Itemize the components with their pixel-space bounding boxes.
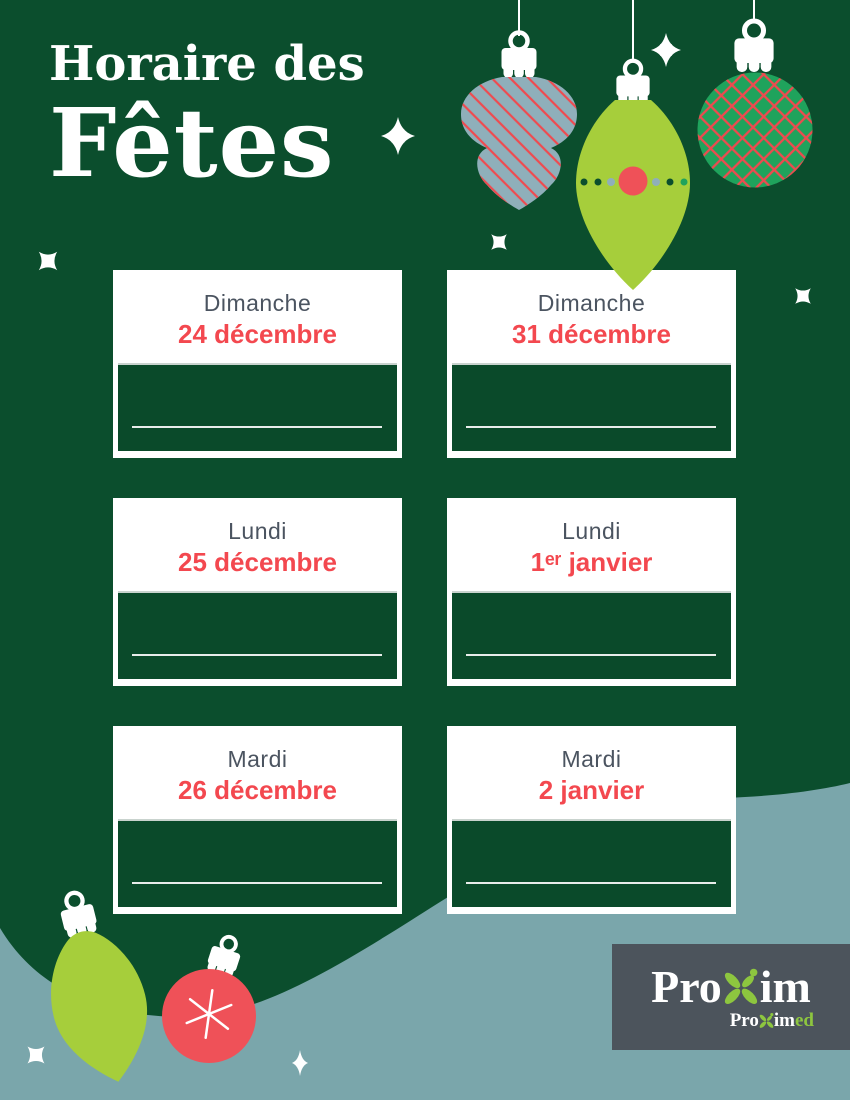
card-day-label: Dimanche (203, 290, 312, 316)
blank-hours-line (132, 654, 382, 656)
title-line2: Fêtes (49, 88, 335, 199)
card-day-label: Mardi (561, 746, 622, 772)
card-hours-panel (452, 591, 731, 679)
blank-hours-line (466, 654, 716, 656)
card-day-label: Dimanche (537, 290, 646, 316)
sub-text-mid: im (773, 1009, 795, 1031)
proxim-logo: Pro im Pro im ed (612, 944, 850, 1050)
card-hours-panel (452, 819, 731, 907)
sub-text-end: ed (795, 1009, 814, 1031)
brand-text-end: im (759, 960, 811, 1012)
card-date-label: 25 décembre (178, 547, 337, 577)
card-hours-panel (118, 363, 397, 451)
card-date-label: 1ᵉʳ janvier (530, 547, 653, 577)
card-hours-panel (118, 591, 397, 679)
brand-text-start: Pro (651, 960, 722, 1012)
schedule-card-jan1: Lundi 1ᵉʳ janvier (447, 498, 736, 686)
schedule-card-dec31: Dimanche 31 décembre (447, 270, 736, 458)
card-day-label: Lundi (228, 518, 287, 544)
card-hours-panel (118, 819, 397, 907)
blank-hours-line (466, 882, 716, 884)
proximed-wordmark: Pro im ed (729, 1009, 814, 1031)
proxim-x-petals-icon (724, 968, 758, 1004)
proximed-x-petals-icon (759, 1013, 774, 1028)
card-date-label: 24 décembre (178, 319, 337, 349)
sub-text-start: Pro (729, 1009, 759, 1031)
card-hours-panel (452, 363, 731, 451)
title-line1: Horaire des (49, 36, 365, 92)
schedule-card-dec24: Dimanche 24 décembre (113, 270, 402, 458)
card-date-label: 31 décembre (512, 319, 671, 349)
card-day-label: Mardi (227, 746, 288, 772)
schedule-card-dec26: Mardi 26 décembre (113, 726, 402, 914)
schedule-card-jan2: Mardi 2 janvier (447, 726, 736, 914)
card-date-label: 26 décembre (178, 775, 337, 805)
schedule-card-dec25: Lundi 25 décembre (113, 498, 402, 686)
card-day-label: Lundi (562, 518, 621, 544)
page-title: Horaire des Fêtes (49, 40, 365, 191)
blank-hours-line (466, 426, 716, 428)
blank-hours-line (132, 426, 382, 428)
proxim-wordmark: Pro im (651, 960, 811, 1012)
card-date-label: 2 janvier (538, 775, 645, 805)
blank-hours-line (132, 882, 382, 884)
